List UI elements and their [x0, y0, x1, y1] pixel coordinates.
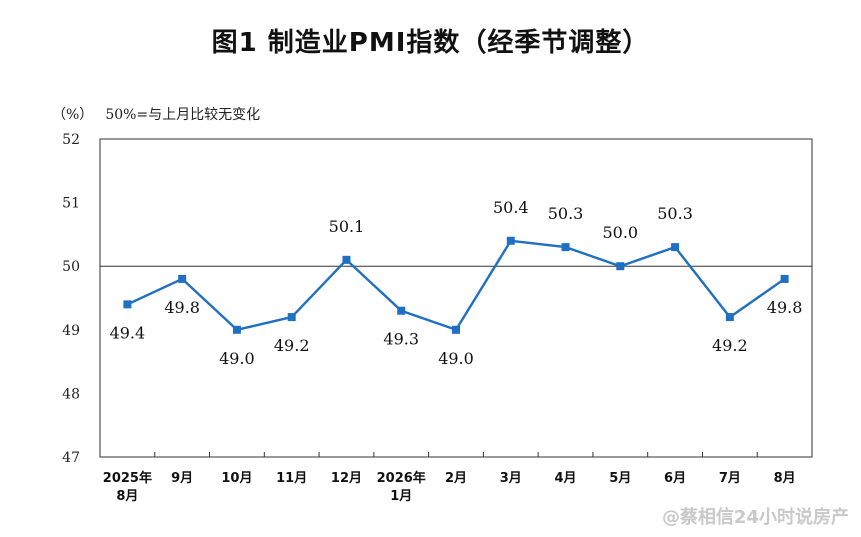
chart-unit-note: （%） 50%=与上月比较无变化: [52, 104, 272, 124]
data-point: [616, 262, 625, 271]
data-point: [671, 243, 680, 252]
data-label: 49.2: [712, 336, 748, 355]
x-tick-label: 9月: [171, 471, 193, 486]
x-tick-label: 4月: [555, 471, 577, 486]
data-label: 49.0: [438, 349, 474, 368]
data-label: 49.8: [164, 298, 200, 317]
x-tick-label: 2025年 8月: [103, 470, 152, 504]
data-label: 49.0: [219, 349, 255, 368]
data-point: [232, 325, 241, 334]
data-label: 49.3: [383, 330, 419, 349]
x-tick-label: 12月: [331, 471, 362, 486]
data-point: [397, 306, 406, 315]
data-label: 50.1: [329, 217, 365, 236]
data-point: [561, 243, 570, 252]
reference-note: 50%=与上月比较无变化: [105, 107, 261, 123]
x-tick-label: 2026年 1月: [377, 470, 426, 504]
data-point: [452, 325, 460, 334]
x-tick-label: 3月: [500, 471, 522, 486]
data-label: 50.3: [548, 204, 584, 223]
x-tick-label: 5月: [609, 471, 631, 486]
data-label: 50.4: [493, 198, 529, 217]
data-label: 49.4: [110, 323, 146, 342]
x-tick-label: 8月: [774, 471, 796, 486]
x-tick-label: 11月: [276, 471, 307, 486]
unit-label: （%）: [52, 107, 94, 123]
data-label: 50.0: [602, 223, 638, 242]
y-tick-label: 48: [62, 386, 80, 402]
y-tick-label: 52: [62, 132, 80, 148]
data-point: [178, 274, 187, 283]
y-tick-label: 50: [62, 259, 80, 275]
x-tick-label: 7月: [719, 471, 741, 486]
data-point: [123, 300, 132, 309]
x-tick-label: 10月: [221, 471, 252, 486]
y-tick-label: 51: [62, 196, 80, 212]
data-label: 49.8: [767, 298, 803, 317]
data-point: [780, 274, 789, 283]
data-label: 50.3: [657, 204, 693, 223]
x-tick-label: 6月: [664, 471, 686, 486]
data-label: 49.2: [274, 336, 310, 355]
y-tick-label: 49: [62, 323, 80, 339]
data-point: [287, 313, 296, 322]
plot-frame: [99, 138, 813, 458]
watermark: @蔡相信24小时说房产: [661, 507, 849, 528]
y-tick-label: 47: [62, 450, 80, 466]
x-tick-label: 2月: [445, 471, 467, 486]
data-point: [506, 236, 515, 245]
data-point: [725, 313, 734, 322]
data-point: [342, 255, 351, 264]
series-line: [126, 239, 786, 331]
chart-title: 图1 制造业PMI指数（经季节调整）: [211, 28, 650, 58]
